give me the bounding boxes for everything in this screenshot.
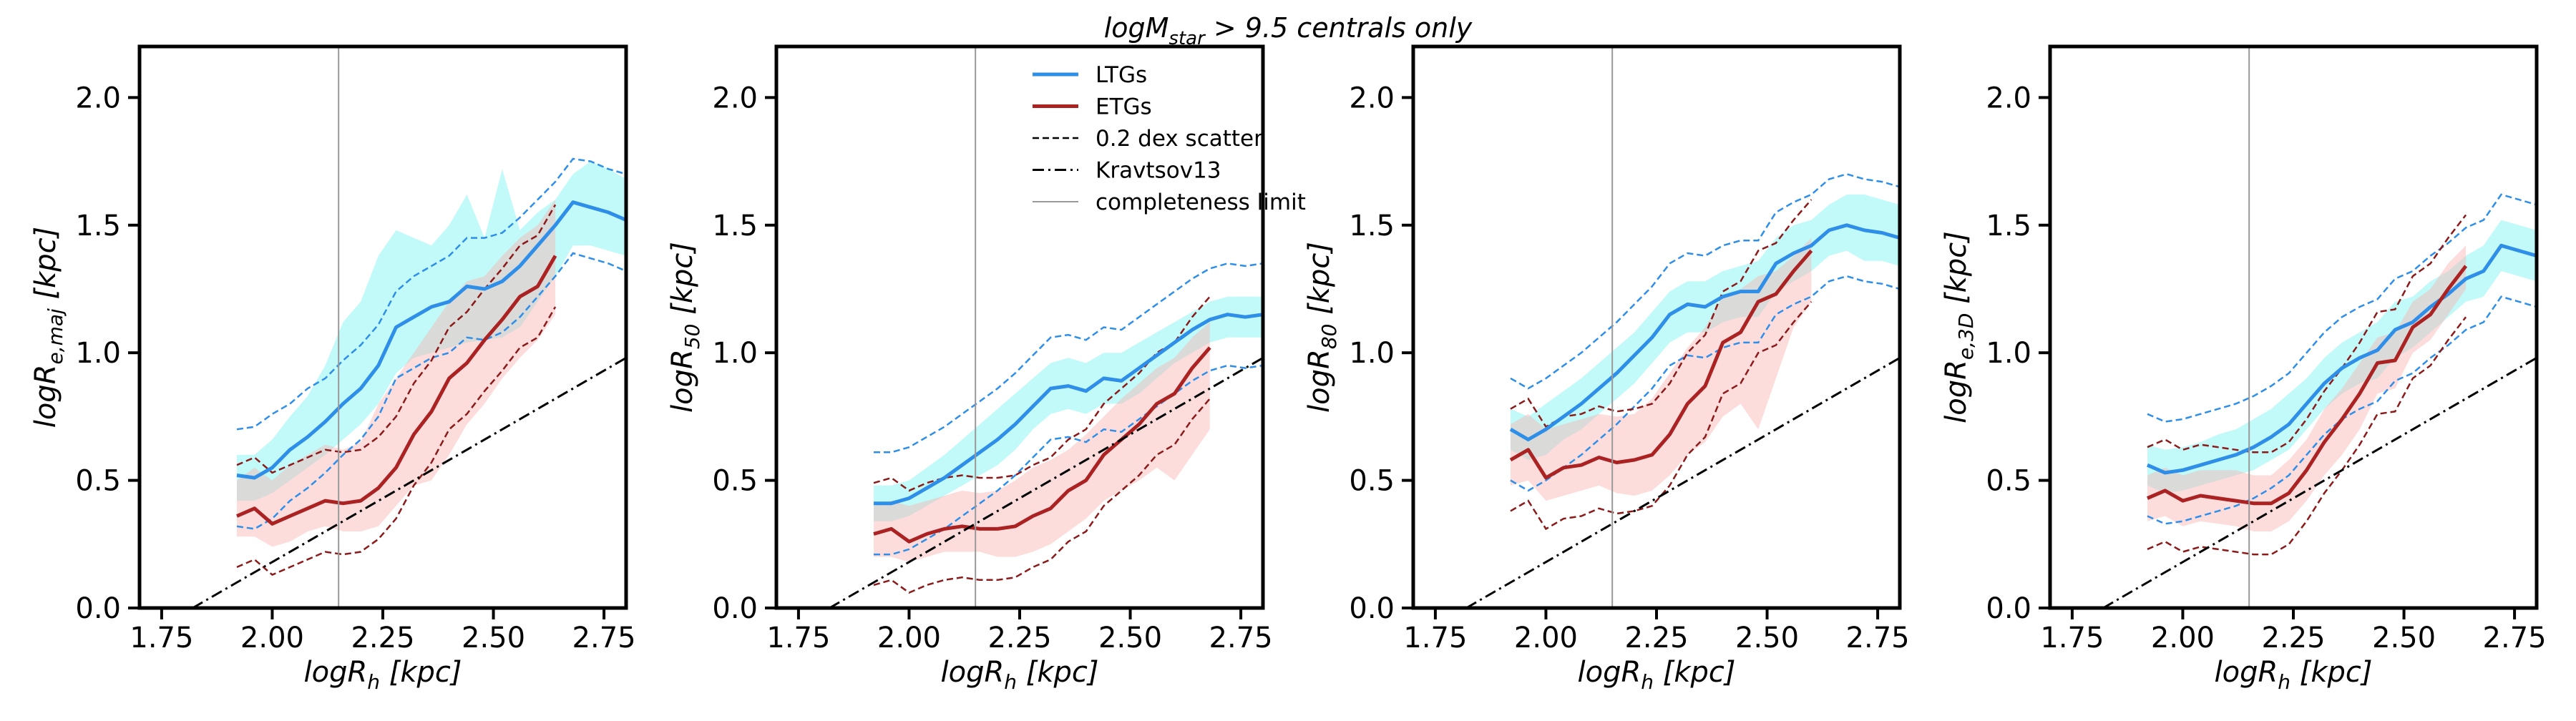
x-tick-label: 2.75 — [572, 622, 636, 654]
y-tick-label: 1.5 — [1986, 210, 2031, 242]
x-tick-label: 2.00 — [877, 622, 941, 654]
y-tick-label: 1.5 — [712, 210, 758, 242]
kravtsov13-line — [192, 357, 626, 608]
etgs-lower-scatter-line — [236, 306, 557, 577]
ltgs-median-line — [874, 313, 1263, 506]
x-tick-label: 2.25 — [2261, 622, 2325, 654]
y-tick-label: 0.0 — [75, 592, 121, 625]
figure-title: logMstar > 9.5 centrals only — [1104, 12, 1473, 49]
legend-label: Kravtsov13 — [1096, 158, 1221, 184]
etgs-lower-scatter-line — [1510, 300, 1813, 531]
x-tick-label: 2.50 — [2372, 622, 2436, 654]
x-axis-label: logRh [kpc] — [1577, 656, 1735, 694]
y-tick-label: 1.0 — [1349, 337, 1395, 370]
ltgs-median-line — [236, 200, 626, 480]
y-tick-label: 0.0 — [1349, 592, 1395, 625]
ltgs-median-line — [1509, 223, 1900, 441]
plot-area — [2102, 46, 2537, 608]
etgs-upper-scatter-line — [236, 204, 557, 474]
ltgs-upper-scatter-line — [874, 263, 1263, 453]
y-tick-label: 1.5 — [1349, 210, 1395, 242]
x-tick-label: 2.75 — [2483, 622, 2547, 654]
etgs-scatter-band — [1511, 237, 1812, 501]
y-tick-label: 2.0 — [1986, 82, 2031, 114]
kravtsov13-line — [829, 357, 1263, 608]
etgs-median-line — [2147, 265, 2468, 506]
etgs-scatter-band — [2147, 245, 2467, 531]
x-tick-label: 1.75 — [2040, 622, 2104, 654]
x-tick-label: 2.00 — [2151, 622, 2215, 654]
y-tick-label: 1.0 — [75, 337, 121, 370]
y-tick-label: 0.0 — [1986, 592, 2031, 625]
legend-label: LTGs — [1096, 62, 1147, 88]
y-axis-label: logR50 [kpc] — [666, 242, 704, 413]
ltgs-scatter-band — [2147, 220, 2537, 494]
x-tick-label: 1.75 — [766, 622, 830, 654]
etgs-lower-scatter-line — [873, 398, 1211, 594]
x-tick-label: 2.50 — [1098, 622, 1162, 654]
y-tick-label: 0.5 — [1349, 465, 1395, 498]
legend-label: ETGs — [1096, 94, 1152, 120]
y-tick-label: 0.5 — [1986, 465, 2031, 498]
y-axis-label: logRe,3D [kpc] — [1940, 231, 1978, 423]
panels: 1.75 2.00 2.25 2.50 2.75 0.0 0.5 1.0 1.5 2.0 logRh… — [29, 44, 2547, 694]
y-axis-label: logR80 [kpc] — [1303, 242, 1341, 413]
etgs-median-line — [236, 255, 557, 526]
panel-3: 1.75 2.00 2.25 2.50 2.75 0.0 0.5 1.0 1.5 2.0 logRh… — [1303, 44, 1910, 694]
panel-2: 1.75 2.00 2.25 2.50 2.75 0.0 0.5 1.0 1.5 2.0 logRh… — [666, 44, 1306, 694]
etgs-upper-scatter-line — [2147, 214, 2467, 453]
etgs-median-line — [1509, 249, 1813, 480]
x-tick-label: 2.00 — [240, 622, 304, 654]
legend-label: 0.2 dex scatter — [1096, 126, 1263, 152]
y-tick-label: 1.0 — [712, 337, 758, 370]
y-tick-label: 1.0 — [1986, 337, 2031, 370]
plot-area — [829, 46, 1263, 608]
legend: LTGs ETGs 0.2 dex scatter Kravtsov13 complet… — [1033, 62, 1306, 215]
plot-area — [1465, 46, 1900, 608]
legend-label: completeness limit — [1096, 190, 1306, 215]
axes-frame — [2048, 44, 2539, 610]
kravtsov13-line — [2102, 357, 2537, 608]
x-tick-label: 2.25 — [1624, 622, 1688, 654]
panel-1: 1.75 2.00 2.25 2.50 2.75 0.0 0.5 1.0 1.5 2.0 logRh… — [29, 44, 636, 694]
x-tick-label: 1.75 — [130, 622, 193, 654]
x-tick-label: 2.75 — [1209, 622, 1273, 654]
kravtsov13-line — [1465, 357, 1900, 608]
ltgs-scatter-band — [237, 161, 626, 501]
x-axis-label: logRh [kpc] — [2214, 656, 2372, 694]
etgs-scatter-band — [874, 322, 1210, 562]
y-tick-label: 1.5 — [75, 210, 121, 242]
y-tick-label: 2.0 — [1349, 82, 1395, 114]
x-tick-label: 2.75 — [1846, 622, 1910, 654]
plot-area — [192, 46, 626, 608]
y-tick-label: 0.5 — [75, 465, 121, 498]
x-tick-label: 2.00 — [1514, 622, 1578, 654]
x-tick-label: 2.50 — [462, 622, 525, 654]
ltgs-lower-scatter-line — [236, 252, 626, 530]
x-axis-label: logRh [kpc] — [303, 656, 462, 694]
etgs-lower-scatter-line — [2147, 316, 2467, 556]
x-tick-label: 2.25 — [987, 622, 1051, 654]
ltgs-median-line — [2147, 243, 2537, 475]
y-axis-label: logRe,maj [kpc] — [29, 227, 67, 428]
x-tick-label: 2.50 — [1735, 622, 1799, 654]
etgs-median-line — [873, 346, 1211, 544]
y-tick-label: 2.0 — [75, 82, 121, 114]
y-tick-label: 0.0 — [712, 592, 758, 625]
ltgs-upper-scatter-line — [2147, 193, 2537, 423]
y-tick-label: 2.0 — [712, 82, 758, 114]
x-tick-label: 2.25 — [351, 622, 414, 654]
ltgs-upper-scatter-line — [236, 157, 626, 431]
x-axis-label: logRh [kpc] — [940, 656, 1098, 694]
ltgs-scatter-band — [874, 296, 1263, 521]
panel-4: 1.75 2.00 2.25 2.50 2.75 0.0 0.5 1.0 1.5 2.0 logRh… — [1940, 44, 2547, 694]
y-tick-label: 0.5 — [712, 465, 758, 498]
x-tick-label: 1.75 — [1403, 622, 1467, 654]
